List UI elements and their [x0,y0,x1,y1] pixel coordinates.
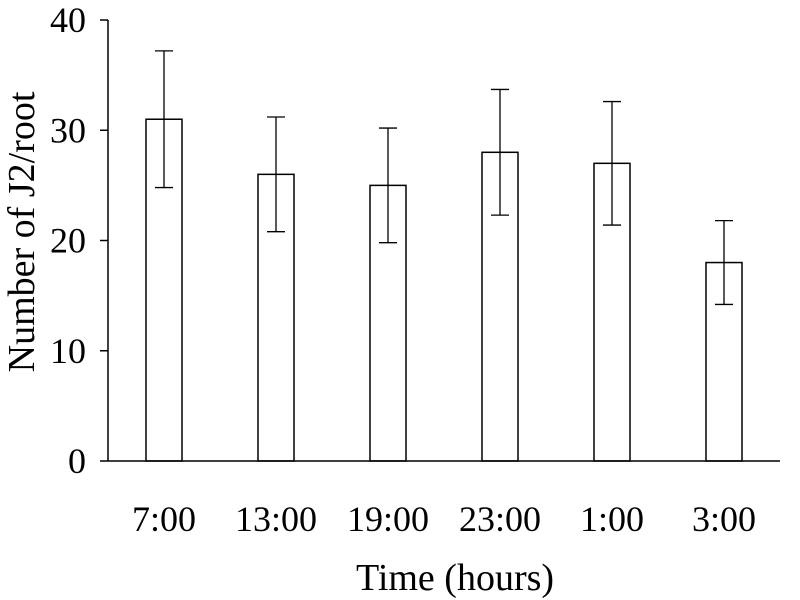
y-axis-ticks: 0 10 20 30 40 [50,0,108,481]
y-tick-label: 20 [50,221,86,261]
x-axis-title: Time (hours) [356,557,554,599]
x-axis-tick-labels: 7:00 13:00 19:00 23:00 1:00 3:00 [132,499,756,539]
y-tick-label: 0 [68,441,86,481]
x-tick-label: 3:00 [692,499,756,539]
error-bar [267,116,285,233]
y-tick-label: 10 [50,331,86,371]
error-bar [379,127,397,244]
error-bar [155,50,173,189]
error-bar [491,88,509,216]
bars-group [145,118,743,462]
x-tick-label: 1:00 [580,499,644,539]
error-bar [603,100,621,226]
y-axis-title: Number of J2/root [1,91,43,372]
y-tick-label: 40 [50,0,86,40]
x-tick-label: 13:00 [235,499,317,539]
x-tick-label: 7:00 [132,499,196,539]
x-tick-label: 19:00 [347,499,429,539]
y-tick-label: 30 [50,110,86,150]
error-bar [715,220,733,306]
x-tick-label: 23:00 [459,499,541,539]
error-bars-group [155,50,733,306]
